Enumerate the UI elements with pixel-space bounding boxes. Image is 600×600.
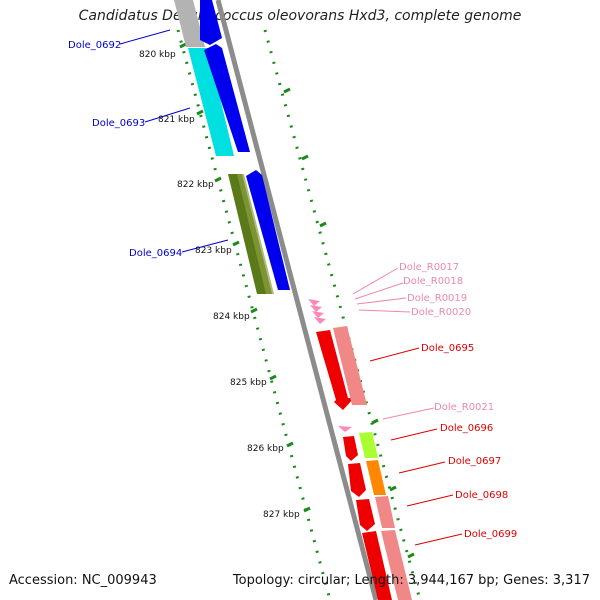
gene-label-dole-0699[interactable]: Dole_0699 (464, 529, 517, 540)
reverse-gene-arrow-0699 (362, 531, 392, 600)
ruler-label-825: 825 kbp (230, 378, 267, 388)
red-leader-lines (369, 347, 463, 546)
gene-label-dole-0695[interactable]: Dole_0695 (421, 343, 474, 354)
pink-leader-lines (352, 267, 435, 420)
gene-label-dole-r0021[interactable]: Dole_R0021 (434, 402, 494, 413)
gene-segment-0698-pink (375, 496, 395, 528)
gene-segment-0696-green (359, 432, 378, 458)
reverse-gene-arrow-0695 (316, 330, 354, 410)
genome-backbone (215, 0, 379, 600)
ruler-label-824: 824 kbp (213, 312, 250, 322)
gene-label-dole-r0018[interactable]: Dole_R0018 (403, 276, 463, 287)
gene-label-dole-r0020[interactable]: Dole_R0020 (411, 307, 471, 318)
gene-label-dole-0697[interactable]: Dole_0697 (448, 456, 501, 467)
ruler-label-822: 822 kbp (177, 180, 214, 190)
genome-summary-text: Topology: circular; Length: 3,944,167 bp… (232, 573, 590, 588)
forward-gene-arrow-2 (204, 44, 250, 152)
gene-label-dole-0694[interactable]: Dole_0694 (129, 248, 182, 259)
gene-label-dole-0696[interactable]: Dole_0696 (440, 423, 493, 434)
ruler-label-827: 827 kbp (263, 510, 300, 520)
gene-segment-olive-highlight (237, 174, 274, 294)
left-tick-track (176, 29, 332, 600)
gene-segment-0695-pink (333, 326, 367, 405)
ruler-label-821: 821 kbp (158, 115, 195, 125)
gene-label-dole-0698[interactable]: Dole_0698 (455, 490, 508, 501)
gene-segment-cyan (188, 48, 234, 156)
forward-gene-arrow-3 (246, 170, 290, 290)
left-major-ticks (179, 42, 311, 513)
small-rna-markers (308, 299, 352, 432)
gene-label-dole-r0019[interactable]: Dole_R0019 (407, 293, 467, 304)
ruler-label-826: 826 kbp (247, 444, 284, 454)
gene-segment-0699-pink (381, 530, 412, 600)
blue-leader-lines (119, 29, 229, 253)
gene-label-dole-0692[interactable]: Dole_0692 (68, 40, 121, 51)
right-major-ticks (283, 87, 415, 559)
reverse-gene-arrow-0696 (343, 436, 358, 461)
ruler-label-823: 823 kbp (195, 246, 232, 256)
gene-segment-0697-orange (366, 460, 386, 495)
reverse-gene-arrow-0697 (348, 463, 366, 497)
gene-segment-grey (174, 0, 205, 47)
gene-label-dole-0693[interactable]: Dole_0693 (92, 118, 145, 129)
gene-label-dole-r0017[interactable]: Dole_R0017 (399, 262, 459, 273)
accession-text: Accession: NC_009943 (9, 573, 157, 588)
forward-gene-arrow-1 (200, 0, 222, 45)
ruler-label-820: 820 kbp (139, 50, 176, 60)
reverse-gene-arrow-0698 (356, 499, 375, 531)
